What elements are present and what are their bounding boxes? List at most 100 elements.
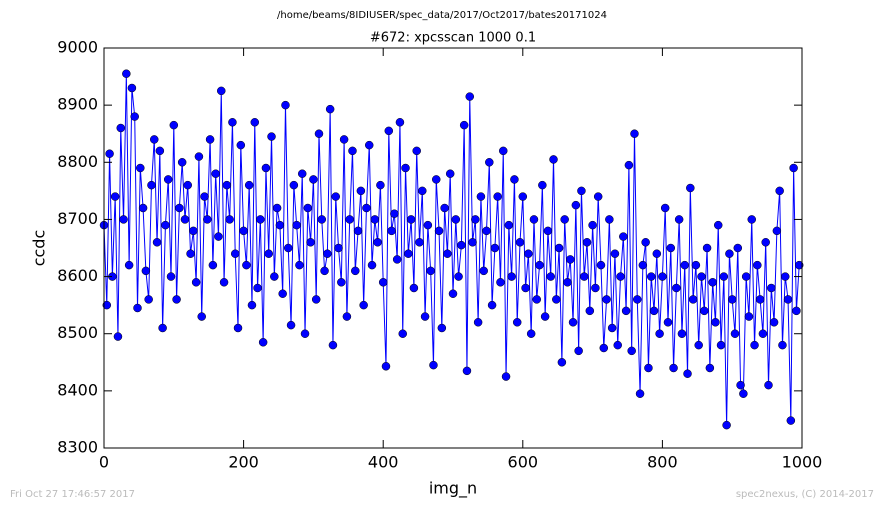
- data-point: [658, 272, 667, 281]
- x-axis-label: img_n: [429, 479, 477, 499]
- data-point: [485, 158, 494, 167]
- data-point: [303, 203, 313, 213]
- data-point: [686, 183, 695, 193]
- data-point: [697, 272, 706, 281]
- data-point: [286, 320, 296, 330]
- data-point: [183, 180, 193, 190]
- data-point: [197, 312, 206, 321]
- data-point: [373, 238, 382, 247]
- data-point: [186, 249, 195, 258]
- data-point: [116, 123, 126, 133]
- data-point: [130, 112, 139, 121]
- data-point: [468, 238, 477, 247]
- data-point: [236, 140, 246, 150]
- data-point: [420, 312, 430, 321]
- data-point: [644, 363, 653, 373]
- data-point: [646, 272, 656, 281]
- data-point: [672, 283, 681, 293]
- data-point: [320, 266, 329, 276]
- axes-frame: [103, 47, 803, 449]
- data-point: [200, 192, 209, 201]
- data-point: [189, 226, 198, 236]
- data-point: [493, 192, 502, 201]
- data-point: [133, 303, 142, 313]
- data-point: [761, 238, 770, 247]
- data-point: [739, 389, 748, 398]
- data-point: [613, 340, 622, 350]
- data-point: [205, 135, 215, 144]
- data-point: [674, 215, 684, 224]
- data-point: [278, 289, 287, 298]
- y-tick-label: 8300: [57, 438, 98, 457]
- data-point: [683, 369, 692, 378]
- data-point: [736, 380, 745, 390]
- data-point: [546, 272, 555, 281]
- data-point: [496, 278, 505, 287]
- data-point: [783, 295, 793, 304]
- data-point: [652, 249, 662, 258]
- data-point: [406, 215, 416, 224]
- data-point: [630, 129, 639, 138]
- data-point: [753, 260, 762, 270]
- data-point: [211, 169, 220, 178]
- data-point: [616, 272, 625, 281]
- data-point: [624, 160, 634, 170]
- data-point: [660, 203, 670, 213]
- data-point: [529, 215, 539, 224]
- data-point: [323, 249, 332, 258]
- data-point: [127, 83, 137, 93]
- data-point: [102, 300, 112, 310]
- data-point: [775, 186, 784, 196]
- data-point: [300, 329, 310, 338]
- data-point: [214, 232, 223, 241]
- data-point: [722, 420, 731, 430]
- data-point: [351, 266, 360, 276]
- data-point: [311, 295, 321, 304]
- data-point: [426, 266, 435, 276]
- data-point: [758, 329, 768, 338]
- y-tick-label: 8600: [57, 266, 98, 285]
- data-point: [429, 360, 438, 370]
- data-point: [250, 118, 260, 127]
- data-point: [258, 338, 268, 347]
- data-point: [507, 272, 516, 281]
- data-point: [275, 220, 285, 230]
- data-point: [454, 272, 463, 281]
- data-point: [297, 169, 307, 178]
- data-point: [317, 215, 327, 224]
- data-point: [423, 220, 433, 230]
- data-point: [711, 318, 720, 327]
- data-point: [563, 278, 572, 287]
- data-point: [518, 192, 528, 201]
- data-point: [677, 329, 687, 338]
- data-point: [342, 312, 352, 321]
- data-point: [141, 266, 151, 276]
- data-point: [172, 295, 181, 304]
- data-point: [521, 283, 530, 293]
- data-point: [750, 340, 759, 350]
- data-point: [150, 135, 159, 144]
- plot-area: [99, 69, 804, 430]
- data-point: [767, 283, 776, 293]
- data-point: [574, 346, 583, 356]
- data-point: [716, 340, 726, 350]
- data-point: [702, 243, 712, 253]
- data-point: [295, 260, 304, 270]
- data-point: [462, 366, 472, 376]
- data-point: [605, 215, 614, 224]
- data-point: [144, 295, 153, 304]
- data-point: [261, 163, 271, 173]
- data-point: [409, 283, 419, 293]
- data-point: [487, 300, 497, 310]
- x-tick-label: 200: [228, 453, 259, 472]
- data-point: [219, 278, 229, 287]
- data-point: [582, 238, 592, 247]
- data-point: [270, 272, 279, 281]
- data-point: [727, 295, 737, 304]
- data-point: [649, 306, 659, 316]
- data-point: [540, 312, 550, 321]
- data-point: [638, 260, 648, 270]
- data-point: [490, 243, 500, 253]
- x-tick-label: 800: [647, 453, 678, 472]
- data-point: [633, 295, 642, 304]
